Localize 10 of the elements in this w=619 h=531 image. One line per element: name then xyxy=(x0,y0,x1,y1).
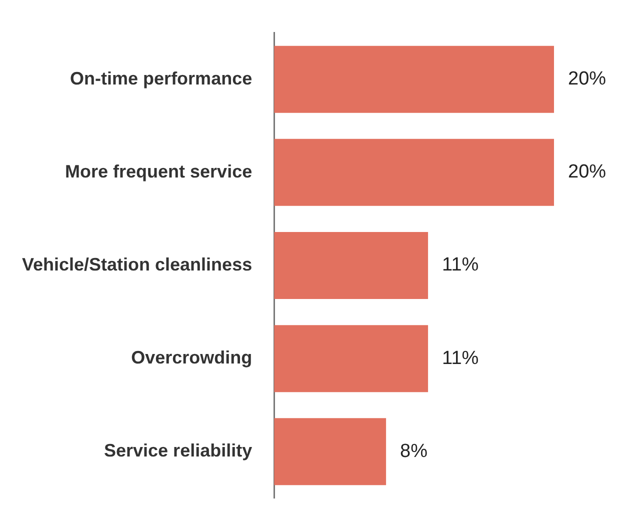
data-label: 20% xyxy=(568,68,606,90)
y-tick-label: On-time performance xyxy=(70,68,252,88)
y-tick-label: More frequent service xyxy=(65,161,252,182)
y-tick-label: Overcrowding xyxy=(131,348,252,368)
y-tick-label: Service reliability xyxy=(104,440,252,461)
data-label: 20% xyxy=(568,162,606,183)
y-tick-label: Vehicle/Station cleanliness xyxy=(22,254,252,274)
data-label: 11% xyxy=(442,254,479,276)
data-label: 8% xyxy=(400,440,428,462)
data-label: 11% xyxy=(442,348,479,369)
